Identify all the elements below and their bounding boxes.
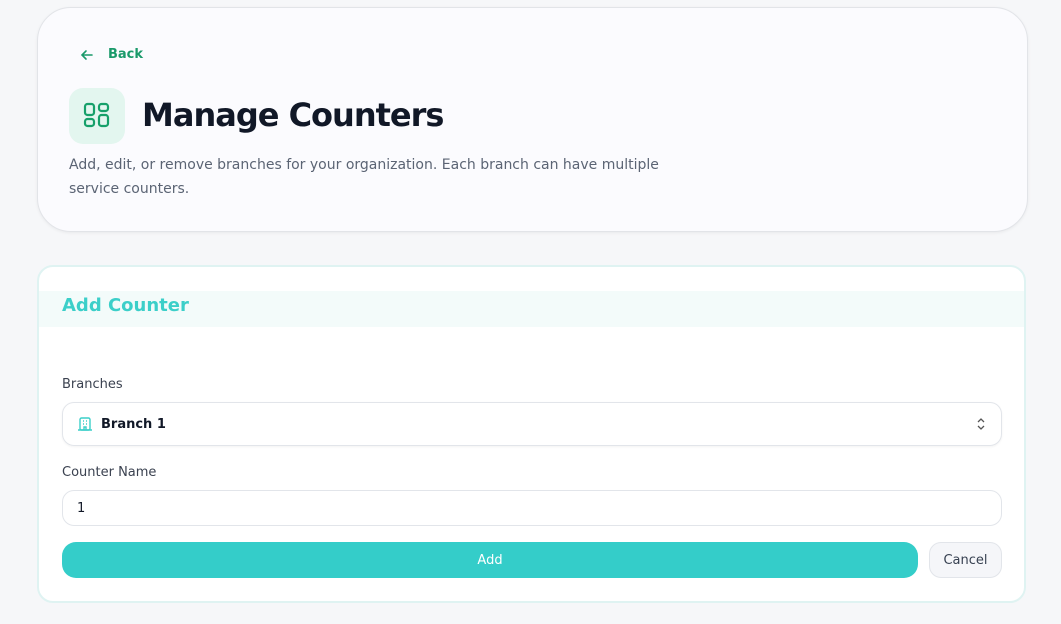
section-header (39, 291, 1024, 327)
counter-name-label: Counter Name (62, 465, 157, 480)
page-description: Add, edit, or remove branches for your o… (69, 157, 659, 197)
section-title: Add Counter (62, 295, 189, 316)
add-counter-card: Add Counter Branches Branch 1 Counter Na… (37, 265, 1026, 603)
chevron-up-down-icon (977, 418, 985, 430)
branches-label: Branches (62, 377, 123, 392)
branch-select[interactable]: Branch 1 (62, 402, 1002, 446)
counter-name-input[interactable] (62, 490, 1002, 526)
arrow-left-icon (80, 49, 93, 60)
header-card: Back Manage Counters Add, edit, or remov… (37, 7, 1028, 232)
building-icon (78, 417, 92, 431)
branch-select-value: Branch 1 (101, 416, 166, 432)
add-button[interactable]: Add (62, 542, 918, 578)
layout-grid-icon (69, 88, 125, 144)
cancel-button[interactable]: Cancel (929, 542, 1002, 578)
back-button[interactable]: Back (80, 47, 143, 62)
page-title: Manage Counters (142, 96, 444, 134)
back-label: Back (108, 47, 144, 62)
